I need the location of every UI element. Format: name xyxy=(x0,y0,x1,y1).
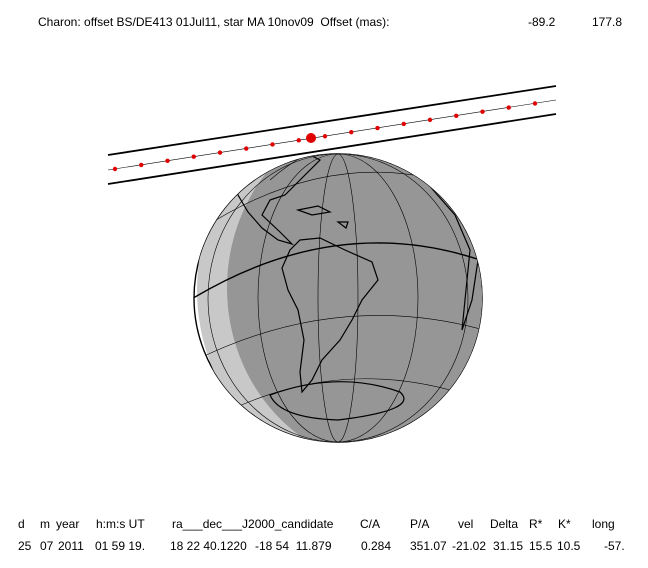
shadow-path xyxy=(107,85,557,185)
offset-dec: 177.8 xyxy=(592,15,622,29)
track-dot xyxy=(139,162,144,168)
meridian xyxy=(257,154,419,442)
column-header: Delta xyxy=(490,517,518,531)
column-header: C/A xyxy=(360,517,380,531)
cell: 07 xyxy=(40,539,54,553)
cell: 2011 xyxy=(58,539,84,553)
track-dot xyxy=(427,117,433,123)
track-dot xyxy=(165,158,170,164)
closest-approach xyxy=(306,133,316,143)
offset-ra: -89.2 xyxy=(528,15,556,29)
track-dot xyxy=(296,138,301,143)
cell: 18 22 40.1220 xyxy=(170,539,247,553)
south-limit xyxy=(107,113,557,185)
caribbean xyxy=(295,205,349,229)
track-dot xyxy=(401,121,406,127)
track-dot xyxy=(270,142,275,147)
column-header: P/A xyxy=(410,517,429,531)
track-dot xyxy=(244,146,249,151)
meridian xyxy=(207,154,469,442)
antarctica xyxy=(269,381,405,421)
column-header: d xyxy=(18,517,25,531)
track-dot xyxy=(349,129,354,135)
cell: -21.02 xyxy=(452,539,486,553)
cell: 351.07 xyxy=(410,539,447,553)
track-dot xyxy=(217,150,223,155)
column-header: vel xyxy=(458,517,473,531)
column-header: long xyxy=(592,517,615,531)
track-dot xyxy=(532,101,538,106)
track-dot xyxy=(480,109,485,114)
column-header: ra___dec___J2000_candidate xyxy=(172,517,334,531)
cell: 01 59 19. xyxy=(95,539,145,553)
cell: -18 54 11.879 xyxy=(255,539,332,553)
globe xyxy=(193,153,483,443)
cell: -57. xyxy=(604,539,625,553)
column-header: K* xyxy=(558,517,571,531)
north-limit xyxy=(107,85,557,156)
parallel xyxy=(195,315,482,361)
cell: 25 xyxy=(18,539,32,553)
track-dot xyxy=(375,125,380,131)
track-dot xyxy=(322,134,328,139)
night-zone xyxy=(227,154,482,442)
south-america xyxy=(281,237,379,394)
track-dot xyxy=(191,154,196,159)
column-header: R* xyxy=(529,517,543,531)
cell: 10.5 xyxy=(557,539,581,553)
track-dot xyxy=(112,166,118,172)
column-header: year xyxy=(56,517,79,531)
event-table: d m year h:m:s UT ra___dec___J2000_candidate… xyxy=(18,517,625,553)
column-header: m xyxy=(40,517,50,531)
equator xyxy=(194,242,482,301)
cell: 31.15 xyxy=(493,539,523,553)
cell: 15.5 xyxy=(529,539,553,553)
title: Charon: offset BS/DE413 01Jul11, star MA… xyxy=(38,15,390,29)
parallel xyxy=(229,378,451,411)
column-header: h:m:s UT xyxy=(96,517,145,531)
north-america xyxy=(227,154,322,246)
meridian xyxy=(317,154,359,442)
track-dot xyxy=(506,105,511,110)
cell: 0.284 xyxy=(361,539,391,553)
parallel xyxy=(269,154,421,181)
track-dot xyxy=(454,113,459,118)
